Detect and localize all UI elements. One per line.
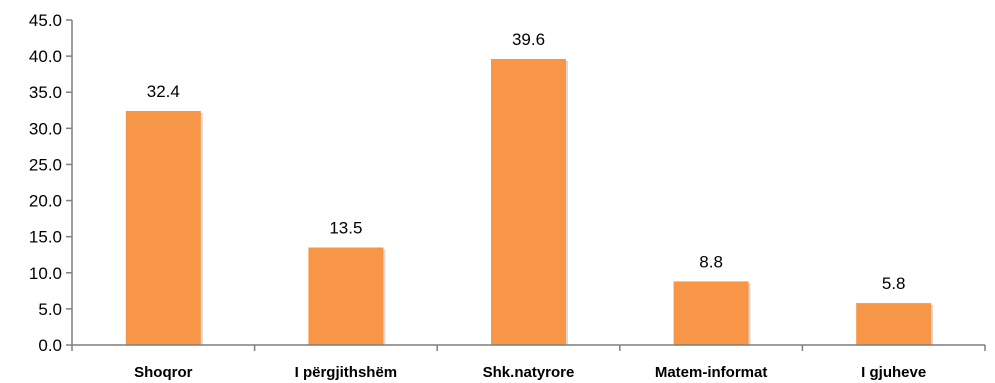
y-tick-label: 10.0: [29, 264, 62, 283]
x-axis-category-labels: Shoqror I përgjithshëm Shk.natyrore Matem-i…: [134, 364, 926, 381]
y-tick-label: 25.0: [29, 155, 62, 174]
bar: [308, 247, 384, 345]
data-label: 5.8: [882, 274, 906, 293]
bar: [125, 111, 201, 345]
category-label: Shoqror: [134, 364, 192, 381]
data-label: 39.6: [512, 30, 545, 49]
bar: [673, 281, 749, 345]
y-tick-label: 0.0: [38, 336, 62, 355]
y-tick-label: 40.0: [29, 47, 62, 66]
category-label: Shk.natyrore: [483, 364, 575, 381]
category-label: Matem-informat: [655, 364, 768, 381]
data-labels: 32.4 13.5 39.6 8.8 5.8: [147, 30, 906, 293]
category-label: I gjuheve: [861, 364, 926, 381]
x-axis-ticks: [71, 345, 986, 351]
data-label: 32.4: [147, 82, 180, 101]
y-tick-label: 45.0: [29, 11, 62, 30]
data-label: 8.8: [699, 252, 723, 271]
category-label: I përgjithshëm: [295, 364, 398, 381]
y-tick-label: 30.0: [29, 119, 62, 138]
y-tick-label: 5.0: [38, 300, 62, 319]
y-axis-tick-labels: 0.0 5.0 10.0 15.0 20.0 25.0 30.0 35.0 40.0 45.0: [29, 11, 62, 355]
y-tick-label: 15.0: [29, 228, 62, 247]
y-tick-label: 35.0: [29, 83, 62, 102]
bar-series: [125, 59, 934, 345]
y-axis-ticks: [66, 19, 72, 346]
bar: [491, 59, 566, 345]
y-tick-label: 20.0: [29, 192, 62, 211]
data-label: 13.5: [329, 219, 362, 238]
bar: [856, 303, 932, 345]
